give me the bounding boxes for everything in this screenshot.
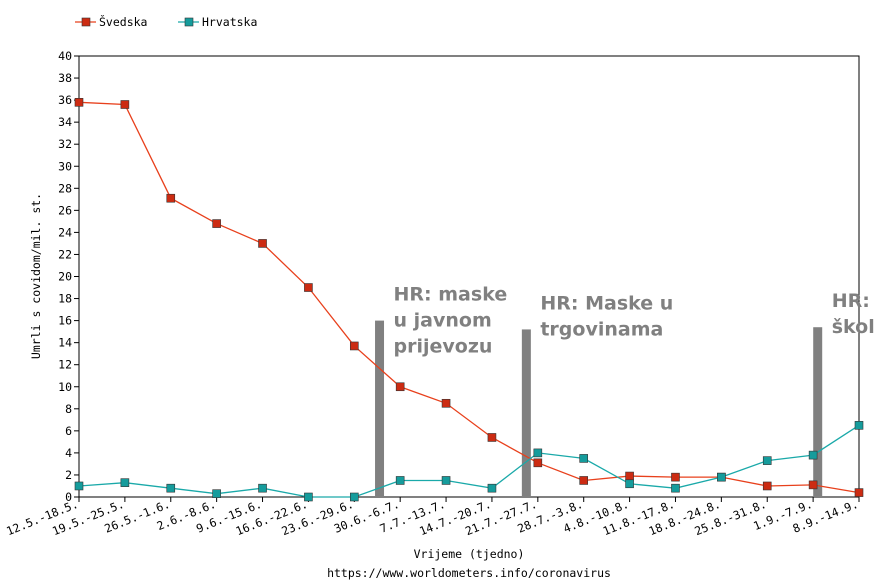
data-point — [441, 476, 451, 485]
data-point — [349, 341, 359, 351]
y-tick-label: 10 — [58, 380, 72, 394]
data-point — [625, 471, 634, 481]
data-point — [854, 421, 864, 430]
data-point — [808, 480, 818, 490]
y-axis-label: Umrli s covidom/mil. st. — [29, 193, 43, 359]
legend-label-svedska: Švedska — [99, 14, 147, 29]
annotation-bar — [521, 329, 531, 497]
data-point — [579, 476, 589, 485]
source-label: https://www.worldometers.info/coronaviru… — [327, 566, 611, 580]
data-point — [854, 488, 864, 497]
data-point — [487, 433, 497, 442]
data-point — [395, 476, 405, 485]
annotation-text: HR: maske — [394, 284, 508, 306]
y-tick-label: 38 — [58, 71, 72, 85]
legend-item-hrvatska: Hrvatska — [178, 15, 257, 29]
annotation-bars — [375, 320, 823, 497]
legend: Švedska Hrvatska — [75, 14, 257, 29]
plot-area — [78, 55, 860, 498]
y-tick-label: 2 — [65, 468, 72, 482]
x-axis-label: Vrijeme (tjedno) — [414, 547, 525, 561]
data-point — [671, 483, 680, 493]
data-point — [74, 481, 84, 491]
data-point — [120, 100, 130, 109]
y-tick-label: 24 — [58, 225, 72, 239]
legend-marker-hrvatska — [184, 17, 194, 27]
data-point — [74, 98, 84, 107]
data-point — [212, 489, 221, 498]
y-tick-label: 28 — [58, 181, 72, 195]
series-lines — [78, 101, 860, 498]
y-tick-label: 40 — [58, 49, 72, 63]
y-tick-label: 6 — [65, 424, 72, 438]
data-point — [717, 472, 726, 482]
annotation-text: prijevozu — [394, 336, 493, 358]
annotation-text: trgovinama — [540, 318, 663, 340]
legend-item-svedska: Švedska — [75, 14, 147, 29]
y-tick-label: 14 — [58, 336, 72, 350]
data-point — [487, 483, 497, 493]
y-tick-label: 18 — [58, 292, 72, 306]
data-point — [533, 458, 543, 468]
data-point — [258, 239, 267, 248]
y-tick-label: 34 — [58, 115, 72, 129]
data-point — [349, 492, 359, 502]
y-tick-label: 8 — [65, 402, 72, 416]
data-point — [212, 219, 221, 228]
y-tick-label: 26 — [58, 203, 72, 217]
series-line-1 — [78, 424, 860, 498]
annotation-bar — [813, 327, 823, 497]
data-point — [166, 193, 176, 203]
series-line-0 — [78, 101, 860, 494]
y-tick-label: 4 — [65, 446, 72, 460]
y-tick-label: 36 — [58, 93, 72, 107]
data-point — [304, 283, 313, 292]
legend-label-hrvatska: Hrvatska — [202, 15, 257, 29]
annotation-text: školi — [832, 316, 875, 338]
data-point — [625, 479, 634, 489]
data-point — [304, 492, 313, 502]
data-point — [395, 382, 405, 392]
data-point — [762, 456, 772, 465]
data-point — [533, 448, 543, 458]
y-tick-label: 20 — [58, 270, 72, 284]
y-tick-label: 12 — [58, 358, 72, 372]
annotation-text: HR: maske u — [832, 290, 875, 312]
data-point — [671, 472, 680, 482]
y-tick-label: 22 — [58, 247, 72, 261]
data-point — [441, 398, 451, 408]
x-axis: 12.5.-18.5.19.5.-25.5.26.5.-1.6.2.6.-8.6… — [4, 497, 860, 539]
data-point — [808, 450, 818, 460]
annotation-texts: HR: maske u javnom prijevozu HR: Maske u trg… — [394, 284, 875, 358]
series-markers — [74, 98, 864, 502]
y-tick-label: 0 — [65, 490, 72, 504]
annotation-text: HR: Maske u — [540, 292, 673, 314]
annotation-bar — [375, 320, 385, 497]
annotation-text: u javnom — [394, 310, 492, 332]
data-point — [258, 483, 267, 493]
data-point — [166, 483, 176, 493]
y-tick-label: 16 — [58, 314, 72, 328]
data-point — [579, 454, 589, 463]
y-tick-label: 32 — [58, 137, 72, 151]
y-tick-label: 30 — [58, 159, 72, 173]
data-point — [120, 478, 130, 487]
data-point — [762, 481, 772, 491]
legend-marker-svedska — [81, 17, 91, 27]
